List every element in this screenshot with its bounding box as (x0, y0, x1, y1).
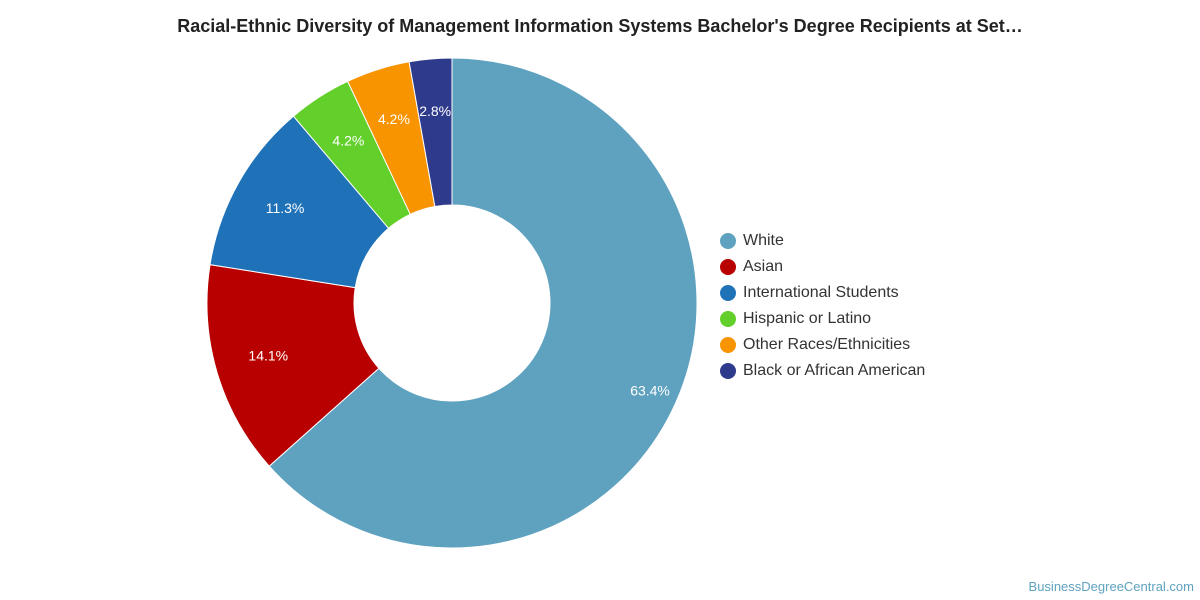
slice-international-students[interactable] (209, 115, 390, 289)
watermark: BusinessDegreeCentral.com (1028, 579, 1194, 594)
legend-label: Hispanic or Latino (743, 310, 872, 327)
legend-item[interactable]: Hispanic or Latino (720, 306, 925, 332)
legend-label: Other Races/Ethnicities (743, 336, 911, 353)
chart-title: Racial-Ethnic Diversity of Management In… (177, 16, 1023, 36)
legend-swatch (720, 233, 736, 249)
legend: White Asian International Students Hispanic… (720, 228, 925, 384)
slice-value-label: 11.3% (266, 200, 305, 216)
slice-black-or-african-american[interactable] (408, 57, 453, 208)
legend-label: Asian (743, 258, 784, 275)
legend-item[interactable]: Asian (720, 254, 925, 280)
slice-value-label: 2.8% (419, 103, 451, 119)
legend-label: International Students (743, 284, 899, 301)
slice-asian[interactable] (206, 264, 380, 467)
legend-item[interactable]: Black or African American (720, 358, 925, 384)
legend-swatch (720, 363, 736, 379)
legend-swatch (720, 285, 736, 301)
legend-item[interactable]: International Students (720, 280, 925, 306)
legend-swatch (720, 311, 736, 327)
slice-value-label: 14.1% (248, 348, 288, 364)
legend-label: White (743, 232, 784, 249)
legend-item[interactable]: White (720, 228, 925, 254)
legend-swatch (720, 259, 736, 275)
slice-value-label: 4.2% (332, 133, 364, 149)
slice-value-label: 63.4% (630, 382, 670, 398)
legend-item[interactable]: Other Races/Ethnicities (720, 332, 925, 358)
slice-white[interactable] (268, 57, 698, 549)
legend-label: Black or African American (743, 362, 926, 379)
slice-value-label: 4.2% (378, 111, 410, 127)
legend-swatch (720, 337, 736, 353)
